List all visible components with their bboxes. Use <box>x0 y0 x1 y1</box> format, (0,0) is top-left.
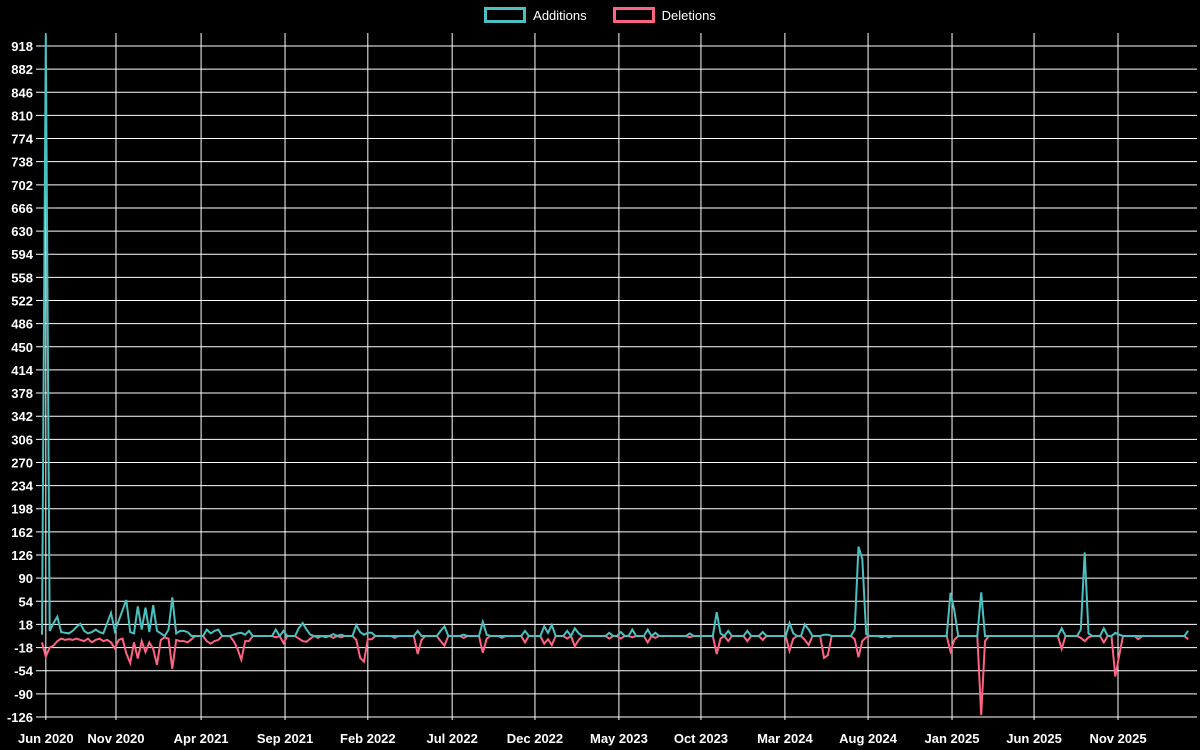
additions-swatch-icon <box>484 7 527 23</box>
y-tick-label: -18 <box>14 641 33 656</box>
x-tick-label: Sep 2021 <box>257 731 313 746</box>
y-tick-label: 522 <box>11 294 33 309</box>
legend-item-additions[interactable]: Additions <box>484 7 587 23</box>
x-tick-label: Feb 2022 <box>340 731 396 746</box>
y-tick-label: 234 <box>11 479 33 494</box>
x-tick-label: Jun 2020 <box>18 731 74 746</box>
x-tick-label: Mar 2024 <box>757 731 813 746</box>
y-tick-label: 90 <box>19 571 33 586</box>
y-tick-label: 558 <box>11 270 33 285</box>
y-tick-label: 54 <box>19 594 34 609</box>
y-tick-label: 18 <box>19 617 33 632</box>
y-tick-label: 198 <box>11 502 33 517</box>
y-axis-labels: 918 882 846 810 774 738 702 666 630 594 558 522 486 4… <box>7 39 34 725</box>
x-tick-label: Dec 2022 <box>507 731 563 746</box>
x-axis-labels: Jun 2020 Nov 2020 Apr 2021 Sep 2021 Feb 2022… <box>18 731 1147 746</box>
y-tick-label: 414 <box>11 363 33 378</box>
y-tick-label: 450 <box>11 340 33 355</box>
y-tick-label: 666 <box>11 201 33 216</box>
x-tick-label: Jul 2022 <box>426 731 477 746</box>
y-tick-label: 738 <box>11 155 33 170</box>
y-tick-label: 306 <box>11 432 33 447</box>
y-tick-label: 882 <box>11 62 33 77</box>
x-tick-label: Nov 2020 <box>87 731 144 746</box>
x-tick-label: Nov 2025 <box>1089 731 1146 746</box>
y-tick-label: 126 <box>11 548 33 563</box>
y-tick-label: 342 <box>11 409 33 424</box>
legend-label-deletions: Deletions <box>661 7 716 23</box>
additions-line <box>41 34 1189 638</box>
y-tick-label: 774 <box>11 132 33 147</box>
y-tick-label: 594 <box>11 247 33 262</box>
x-tick-label: May 2023 <box>590 731 648 746</box>
x-tick-label: Jan 2025 <box>925 731 980 746</box>
legend-label-additions: Additions <box>533 7 587 23</box>
y-tick-label: -126 <box>7 710 33 725</box>
y-tick-label: -90 <box>14 687 33 702</box>
x-tick-label: Apr 2021 <box>174 731 229 746</box>
y-tick-label: 846 <box>11 85 33 100</box>
chart-legend: Additions Deletions <box>0 7 1200 23</box>
y-tick-label: 702 <box>11 178 33 193</box>
x-tick-label: Aug 2024 <box>839 731 898 746</box>
y-tick-label: 630 <box>11 224 33 239</box>
y-tick-label: 270 <box>11 455 33 470</box>
y-tick-label: 918 <box>11 39 33 54</box>
x-tick-label: Jun 2025 <box>1006 731 1062 746</box>
y-tick-label: 810 <box>11 108 33 123</box>
y-tick-label: 162 <box>11 525 33 540</box>
y-tick-label: -54 <box>14 664 34 679</box>
deletions-swatch-icon <box>612 7 655 23</box>
gridlines <box>36 33 1197 720</box>
x-tick-label: Oct 2023 <box>674 731 728 746</box>
y-tick-label: 486 <box>11 317 33 332</box>
y-tick-label: 378 <box>11 386 33 401</box>
legend-item-deletions[interactable]: Deletions <box>612 7 716 23</box>
